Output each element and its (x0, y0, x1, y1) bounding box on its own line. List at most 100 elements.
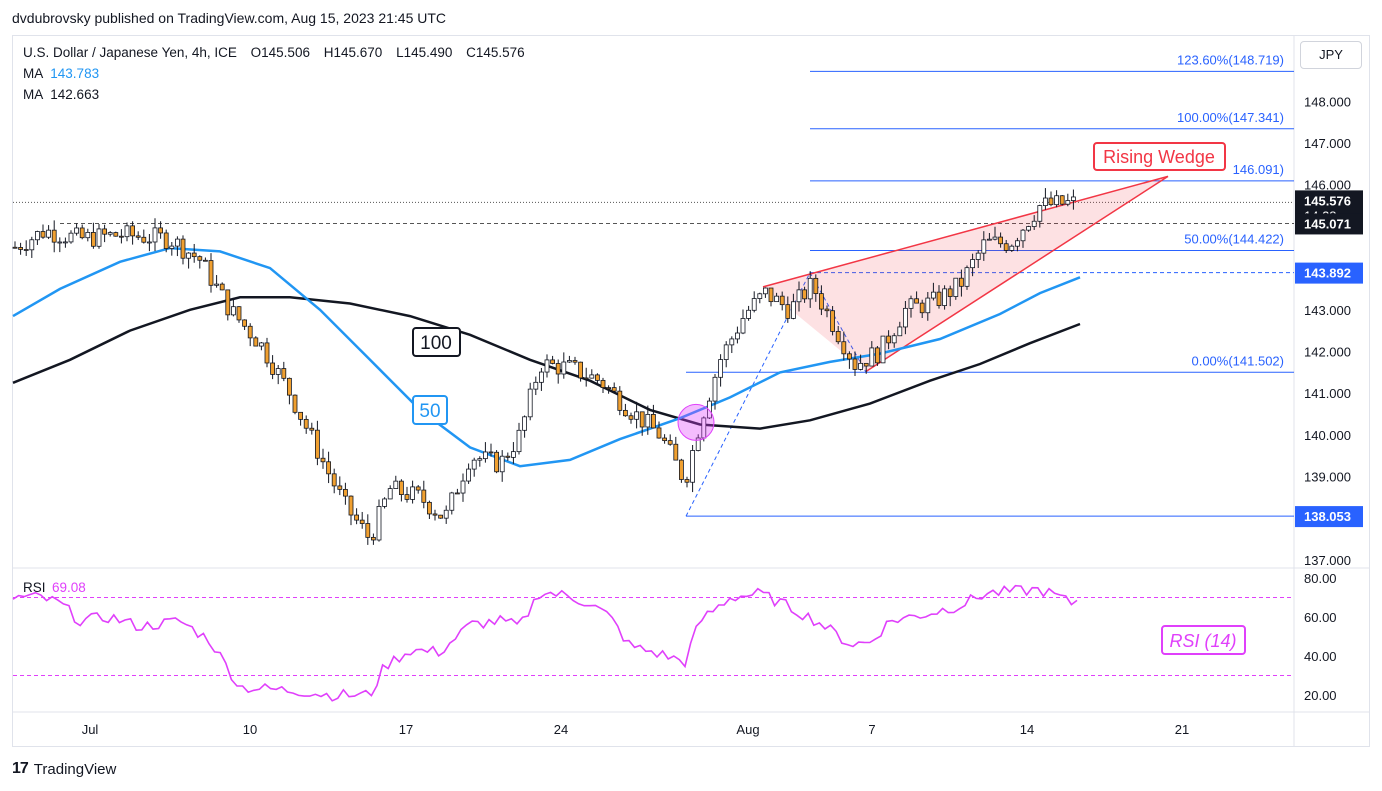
candle-body (623, 409, 628, 417)
candle-body (482, 451, 488, 460)
ma100-legend[interactable]: MA 142.663 (23, 87, 99, 102)
candle-body (1015, 240, 1020, 247)
candle-body (964, 267, 970, 287)
candle-body (398, 480, 404, 495)
candle-body (158, 227, 164, 234)
candle-body (673, 443, 679, 461)
candle-body (370, 536, 376, 541)
candle-body (841, 341, 847, 355)
candle-body (342, 488, 348, 497)
candle-body (679, 459, 684, 480)
candle-body (270, 362, 276, 375)
tradingview-brand[interactable]: 17 TradingView (12, 760, 116, 778)
candle-body (1071, 196, 1076, 201)
candle-body (723, 344, 729, 360)
candle-body (813, 277, 819, 295)
time-tick-label: Jul (82, 722, 99, 737)
candle-body (611, 387, 617, 392)
price-tick-label: 139.000 (1304, 470, 1351, 485)
fibonacci-group: 123.60%(148.719) 100.00%(147.341) 146.091)… (13, 52, 1294, 517)
candle-body (281, 368, 287, 379)
candle-body (1003, 243, 1009, 251)
candle-body (1037, 205, 1043, 222)
time-tick-label: 14 (1020, 722, 1034, 737)
candle-body (606, 387, 611, 389)
candle-body (746, 309, 751, 319)
candle-body (180, 238, 186, 259)
candle-body (230, 306, 236, 316)
candle-body (12, 246, 18, 249)
candle-body (897, 326, 903, 337)
candle-body (555, 363, 561, 375)
candle-body (74, 227, 79, 234)
candle-body (774, 295, 779, 303)
candle-body (68, 232, 74, 243)
wedge-label-box (1093, 142, 1226, 171)
candle-body (286, 377, 292, 396)
candle-body (527, 388, 533, 418)
candle-body (404, 494, 410, 500)
candle-body (208, 260, 214, 286)
candle-body (544, 359, 550, 373)
candle-body (936, 291, 942, 306)
candle-body (214, 283, 220, 286)
symbol-legend: U.S. Dollar / Japanese Yen, 4h, ICE O145… (23, 45, 525, 60)
chart-frame (12, 35, 1370, 747)
candle-body (802, 289, 807, 300)
candle-body (466, 468, 472, 482)
candle-body (432, 513, 438, 516)
candle-body (191, 252, 197, 258)
candle-body (236, 306, 242, 321)
price-axis-badge-text: 143.892 (1304, 266, 1351, 281)
candle-body (163, 232, 169, 249)
candle-body (796, 289, 802, 303)
candle-body (326, 461, 332, 475)
price-tick-label: 146.000 (1304, 178, 1351, 193)
price-axis-badge (1295, 506, 1363, 528)
publisher-line: dvdubrovsky published on TradingView.com… (12, 10, 447, 26)
ma50-legend[interactable]: MA 143.783 (23, 66, 99, 81)
candle-body (768, 287, 774, 303)
rsi-line (12, 584, 1078, 702)
candle-body (690, 450, 695, 483)
candle-body (858, 362, 863, 370)
candle-body (219, 283, 225, 291)
candle-body (320, 457, 326, 463)
time-tick-label: 7 (868, 722, 875, 737)
price-tick-label: 137.000 (1304, 553, 1351, 568)
candle-body (18, 247, 24, 250)
symbol-name[interactable]: U.S. Dollar / Japanese Yen, 4h, ICE (23, 45, 237, 60)
price-tick-label: 148.000 (1304, 94, 1351, 109)
currency-button[interactable]: JPY (1300, 41, 1362, 69)
candle-body (135, 235, 141, 238)
candle-body (35, 231, 40, 241)
price-tick-label: 147.000 (1304, 136, 1351, 151)
candle-body (522, 416, 527, 431)
candle-body (891, 335, 897, 344)
candle-body (981, 239, 987, 254)
price-tick-label: 142.000 (1304, 345, 1351, 360)
candle-body (96, 228, 102, 247)
candle-body (247, 325, 253, 339)
candle-body (1026, 226, 1031, 231)
candle-body (695, 437, 701, 451)
candle-body (331, 473, 337, 487)
candle-body (29, 239, 35, 251)
candle-body (415, 486, 421, 491)
price-axis: 148.000 147.000 146.000 143.000 142.000 141.0… (1295, 94, 1363, 568)
candle-body (174, 238, 180, 247)
candle-body (662, 437, 667, 442)
rsi-tick-label: 80.00 (1304, 571, 1337, 586)
candle-body (152, 227, 158, 243)
candle-body (869, 347, 875, 367)
candle-body (382, 498, 388, 507)
fib-level-label: 123.60%(148.719) (1177, 52, 1284, 67)
candle-body (634, 411, 639, 420)
candle-body (992, 236, 998, 240)
candle-body (63, 241, 68, 244)
candle-body (23, 249, 29, 251)
candle-body (970, 259, 975, 269)
candle-body (197, 256, 203, 261)
wedge-upper-line (762, 175, 1169, 288)
